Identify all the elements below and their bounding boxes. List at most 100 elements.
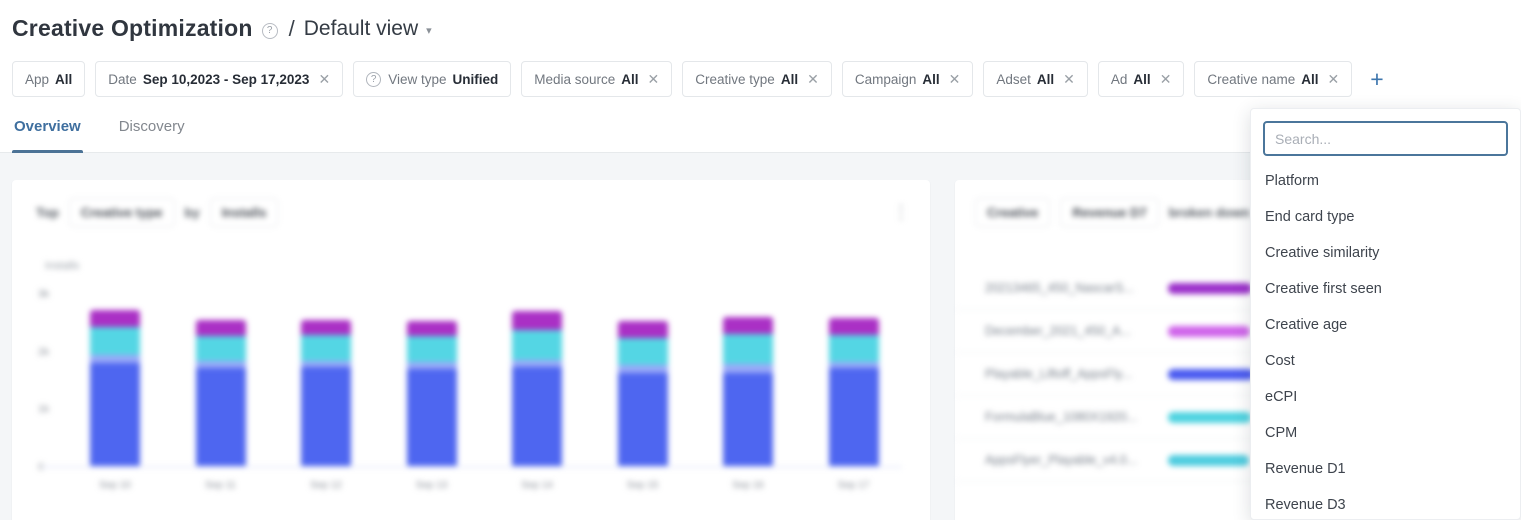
bar-sep-15 xyxy=(617,320,668,466)
bar-segment-segment-1 xyxy=(195,367,246,466)
bar-segment-segment-2 xyxy=(723,363,773,373)
filter-chip-date[interactable]: Date Sep 10,2023 - Sep 17,2023 ✕ xyxy=(95,61,344,97)
add-filter-button[interactable]: + xyxy=(1370,65,1384,92)
bar-segment-segment-4 xyxy=(90,310,140,328)
bar-sep-16 xyxy=(723,316,773,466)
close-icon[interactable]: ✕ xyxy=(647,70,660,87)
close-icon[interactable]: ✕ xyxy=(1327,70,1340,87)
bar-segment-segment-1 xyxy=(828,367,879,466)
card-title-prefix: Top xyxy=(36,205,59,220)
filter-chip-label: Media source xyxy=(534,71,616,87)
page-title: Creative Optimization xyxy=(12,15,253,41)
top-creatives-card: Top Creative type by Installs ⋮ Installs… xyxy=(12,180,930,520)
filter-chip-creative-type[interactable]: Creative type All ✕ xyxy=(682,61,832,97)
close-icon[interactable]: ✕ xyxy=(1159,70,1172,87)
filter-chip-label: Creative type xyxy=(695,71,775,87)
x-tick-sep-12: Sep 12 xyxy=(310,480,342,491)
filter-chip-label: App xyxy=(25,71,50,87)
x-tick-sep-14: Sep 14 xyxy=(521,480,553,491)
filter-chip-value: All xyxy=(1036,71,1055,87)
help-icon[interactable]: ? xyxy=(366,71,382,87)
dropdown-option-ecpi[interactable]: eCPI xyxy=(1265,389,1298,405)
filter-chip-value: Sep 10,2023 - Sep 17,2023 xyxy=(142,71,310,87)
tab-overview[interactable]: Overview xyxy=(12,112,83,153)
chevron-down-icon[interactable]: ▾ xyxy=(426,25,432,37)
filter-chip-app[interactable]: App All xyxy=(12,61,86,97)
breakdown-row: FormulaBlue_1080X1920... xyxy=(955,396,1521,439)
bar-segment-segment-3 xyxy=(723,333,773,364)
dropdown-option-creative-first-seen[interactable]: Creative first seen xyxy=(1265,281,1382,297)
bar-segment-segment-4 xyxy=(406,321,457,337)
creative-name: 20213465_450_NascarS... xyxy=(985,281,1134,295)
bar-sep-11 xyxy=(195,320,246,466)
bar-segment-segment-2 xyxy=(828,362,879,368)
bar-segment-segment-3 xyxy=(828,334,879,363)
x-tick-sep-11: Sep 11 xyxy=(205,480,236,491)
help-icon[interactable]: ? xyxy=(261,22,278,39)
bar-segment-segment-2 xyxy=(406,362,457,370)
dropdown-option-creative-similarity[interactable]: Creative similarity xyxy=(1265,245,1380,261)
bar-segment-segment-2 xyxy=(301,361,351,367)
dropdown-option-revenue-d3[interactable]: Revenue D3 xyxy=(1265,497,1346,513)
dropdown-option-cpm[interactable]: CPM xyxy=(1265,425,1298,441)
filter-chip-value: All xyxy=(55,71,73,87)
filter-chip-campaign[interactable]: Campaign All ✕ xyxy=(841,61,974,97)
revenue-bar xyxy=(1168,326,1250,337)
filter-chip-value: All xyxy=(1301,71,1319,87)
bar-segment-segment-3 xyxy=(406,336,457,363)
close-icon[interactable]: ✕ xyxy=(807,70,819,87)
close-icon[interactable]: ✕ xyxy=(1063,70,1075,87)
bar-sep-17 xyxy=(828,318,879,466)
filter-chip-creative-name[interactable]: Creative name All ✕ xyxy=(1194,61,1353,97)
dropdown-option-cost[interactable]: Cost xyxy=(1265,353,1295,369)
y-tick-3k: 3k xyxy=(38,288,50,300)
filter-chip-label: Ad xyxy=(1110,71,1128,87)
close-icon[interactable]: ✕ xyxy=(318,70,331,87)
y-tick-1k: 1k xyxy=(38,403,50,416)
bar-sep-10 xyxy=(90,310,140,466)
bar-segment-segment-1 xyxy=(512,366,562,466)
y-tick-0: 0 xyxy=(38,461,44,473)
filter-chip-value: All xyxy=(922,71,940,87)
breakdown-dimension-selector[interactable]: Creative xyxy=(975,198,1051,227)
x-tick-sep-10: Sep 10 xyxy=(99,480,131,491)
top-creatives-card-content: Top Creative type by Installs ⋮ Installs… xyxy=(12,180,930,520)
bar-segment-segment-4 xyxy=(723,316,773,334)
dropdown-option-end-card-type[interactable]: End card type xyxy=(1265,209,1355,225)
bar-segment-segment-1 xyxy=(406,369,457,466)
x-tick-sep-13: Sep 13 xyxy=(415,480,448,491)
filter-chip-label: View type xyxy=(388,71,447,87)
breakdown-metric-selector[interactable]: Revenue D7 xyxy=(1060,198,1159,227)
bar-sep-14 xyxy=(512,310,562,466)
creative-name: December_2021_450_A... xyxy=(985,324,1131,338)
filter-chip-adset[interactable]: Adset All ✕ xyxy=(983,61,1088,97)
tab-bar: Overview Discovery xyxy=(0,112,1521,153)
dimension-selector[interactable]: Creative type xyxy=(68,198,175,227)
creative-name: FormulaBlue_1080X1920... xyxy=(985,410,1138,424)
bar-sep-12 xyxy=(301,319,351,466)
page-header: Creative Optimization ? / Default view ▾ xyxy=(12,15,432,42)
revenue-bar xyxy=(1168,412,1251,423)
dropdown-option-creative-age[interactable]: Creative age xyxy=(1265,317,1348,333)
filter-bar: App All Date Sep 10,2023 - Sep 17,2023 ✕? Vie… xyxy=(12,61,1384,97)
bar-segment-segment-4 xyxy=(301,319,351,336)
filter-chip-view-type[interactable]: ? View type Unified xyxy=(353,61,512,97)
x-tick-sep-15: Sep 15 xyxy=(626,480,659,491)
kebab-menu-icon[interactable]: ⋮ xyxy=(892,202,910,222)
bar-segment-segment-4 xyxy=(828,318,879,335)
dropdown-option-platform[interactable]: Platform xyxy=(1265,173,1319,189)
bar-segment-segment-2 xyxy=(195,361,246,368)
filter-chip-media-source[interactable]: Media source All ✕ xyxy=(521,61,673,97)
top-creatives-card-header: Top Creative type by Installs xyxy=(36,198,279,227)
bar-segment-segment-1 xyxy=(723,372,773,466)
close-icon[interactable]: ✕ xyxy=(948,70,961,87)
search-input[interactable] xyxy=(1263,121,1508,156)
tab-discovery[interactable]: Discovery xyxy=(118,118,185,135)
metric-selector[interactable]: Installs xyxy=(209,198,279,227)
y-axis-label: Installs xyxy=(45,260,80,272)
x-tick-sep-17: Sep 17 xyxy=(837,480,870,491)
filter-chip-ad[interactable]: Ad All ✕ xyxy=(1097,61,1185,97)
dropdown-option-revenue-d1[interactable]: Revenue D1 xyxy=(1265,461,1346,477)
view-selector[interactable]: Default view xyxy=(303,16,419,40)
